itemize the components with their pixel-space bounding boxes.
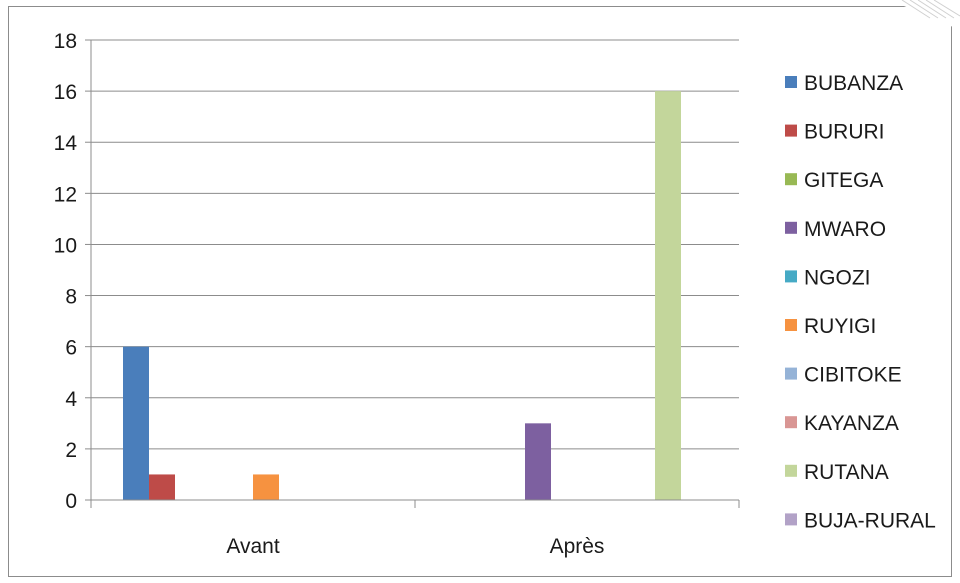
legend-item: NGOZI: [785, 266, 871, 289]
y-tick-label: 14: [54, 132, 78, 155]
bar-rutana-1: [655, 91, 681, 500]
legend-swatch: [785, 124, 797, 137]
corner-decoration: [850, 0, 960, 30]
legend-item: RUYIGI: [785, 315, 876, 338]
x-tick-label: Avant: [226, 535, 279, 558]
legend-label: GITEGA: [804, 169, 883, 192]
y-tick-label: 12: [54, 183, 77, 206]
bar-chart: 0 2 4 6 8 10 12 14 16 18 Avant Après BUBANZA BURURI…: [54, 30, 936, 558]
bar-bubanza-0: [123, 346, 149, 500]
y-tick-label: 4: [65, 388, 77, 411]
legend-label: BURURI: [804, 121, 885, 144]
legend-label: MWARO: [804, 218, 886, 241]
chart-frame: 0 2 4 6 8 10 12 14 16 18 Avant Après BUBANZA BURURI…: [8, 6, 952, 577]
legend-swatch: [785, 367, 797, 380]
legend-item: CIBITOKE: [785, 364, 902, 387]
legend-label: RUYIGI: [804, 315, 876, 338]
y-tick-label: 6: [65, 337, 77, 360]
legend-swatch: [785, 76, 797, 88]
y-tick-label: 0: [65, 490, 77, 513]
legend-label: CIBITOKE: [804, 364, 902, 387]
y-tick-label: 2: [65, 439, 77, 462]
legend-item: BUJA-RURAL: [785, 509, 936, 532]
legend-swatch: [785, 173, 797, 186]
legend-label: RUTANA: [804, 461, 889, 484]
bar-mwaro-1: [525, 423, 551, 500]
y-tick-label: 10: [54, 234, 77, 257]
legend-swatch: [785, 513, 797, 526]
legend-item: RUTANA: [785, 461, 889, 484]
legend-swatch: [785, 319, 797, 331]
legend-item: BURURI: [785, 121, 885, 144]
x-axis: Avant Après: [90, 499, 740, 558]
y-tick-label: 18: [54, 30, 77, 53]
y-tick-label: 16: [54, 81, 77, 104]
legend-swatch: [785, 416, 797, 429]
legend-item: GITEGA: [785, 169, 883, 192]
legend-swatch: [785, 270, 797, 283]
bars: [123, 91, 681, 500]
y-tick-label: 8: [65, 286, 77, 309]
legend-label: BUJA-RURAL: [804, 509, 936, 532]
gridlines: [91, 39, 739, 450]
legend-item: KAYANZA: [785, 412, 899, 435]
y-axis: 0 2 4 6 8 10 12 14 16 18: [54, 30, 92, 513]
x-tick-label: Après: [550, 535, 605, 558]
legend-swatch: [785, 221, 797, 234]
legend-label: BUBANZA: [804, 72, 903, 95]
legend-item: BUBANZA: [785, 72, 903, 95]
legend: BUBANZA BURURI GITEGA MWARO NGOZI RUYIGI CIBIT…: [785, 72, 936, 532]
legend-label: KAYANZA: [804, 412, 899, 435]
legend-swatch: [785, 464, 797, 477]
legend-label: NGOZI: [804, 266, 871, 289]
legend-item: MWARO: [785, 218, 886, 241]
bar-bururi-0: [149, 474, 175, 500]
bar-ruyigi-0: [253, 474, 279, 500]
